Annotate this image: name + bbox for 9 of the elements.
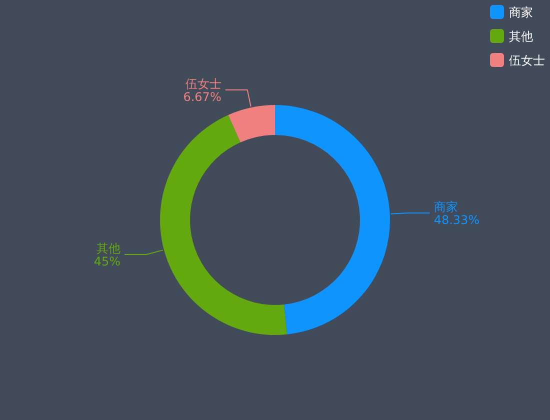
data-label: 48.33% xyxy=(434,213,480,228)
legend-label: 商家 xyxy=(509,6,533,20)
legend-label: 其他 xyxy=(509,30,533,44)
slice-label: 商家 xyxy=(434,200,458,214)
slice-label: 其他 xyxy=(96,241,121,256)
slice-label: 伍女士 xyxy=(185,76,222,91)
data-label: 6.67% xyxy=(183,90,222,104)
legend-label: 伍女士 xyxy=(509,54,545,68)
data-label: 45% xyxy=(94,254,121,268)
